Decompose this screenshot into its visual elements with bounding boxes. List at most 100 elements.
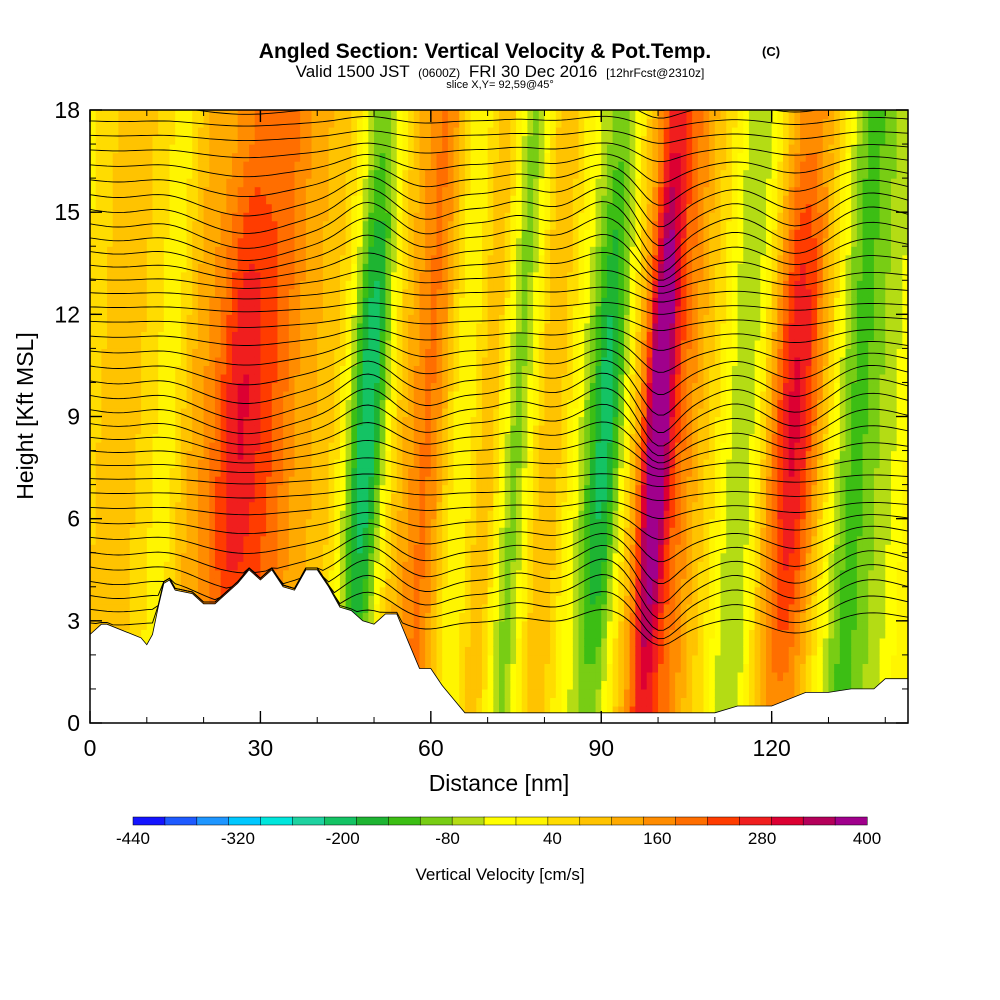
- velocity-cell: [396, 305, 404, 315]
- velocity-cell: [203, 561, 210, 571]
- velocity-cell: [447, 399, 455, 409]
- velocity-cell: [402, 195, 409, 205]
- velocity-cell: [356, 229, 364, 239]
- velocity-cell: [152, 501, 159, 511]
- velocity-cell: [436, 433, 443, 443]
- velocity-cell: [362, 552, 369, 562]
- velocity-cell: [220, 348, 227, 358]
- velocity-cell: [334, 527, 341, 537]
- velocity-cell: [288, 467, 296, 477]
- velocity-cell: [464, 348, 472, 358]
- velocity-cell: [135, 612, 142, 622]
- velocity-cell: [203, 297, 210, 307]
- velocity-cell: [379, 195, 386, 205]
- velocity-cell: [419, 220, 426, 230]
- velocity-cell: [192, 161, 199, 171]
- velocity-cell: [334, 271, 341, 281]
- velocity-cell: [112, 203, 119, 213]
- velocity-cell: [379, 314, 386, 324]
- velocity-cell: [368, 493, 375, 503]
- velocity-cell: [351, 263, 358, 273]
- velocity-cell: [175, 254, 182, 264]
- velocity-cell: [334, 152, 341, 162]
- velocity-cell: [334, 161, 341, 171]
- velocity-cell: [209, 433, 216, 443]
- velocity-cell: [112, 254, 119, 264]
- velocity-cell: [118, 127, 125, 137]
- velocity-cell: [453, 646, 460, 656]
- velocity-cell: [476, 127, 483, 137]
- velocity-cell: [266, 459, 273, 469]
- velocity-cell: [101, 425, 108, 435]
- velocity-cell: [362, 263, 369, 273]
- velocity-cell: [356, 356, 364, 367]
- velocity-cell: [124, 373, 131, 384]
- velocity-cell: [135, 305, 142, 315]
- velocity-cell: [220, 178, 227, 188]
- velocity-cell: [322, 152, 330, 162]
- velocity-cell: [192, 510, 199, 520]
- velocity-cell: [197, 416, 205, 426]
- velocity-cell: [277, 510, 284, 520]
- velocity-cell: [294, 356, 301, 367]
- velocity-cell: [425, 314, 432, 324]
- velocity-cell: [186, 152, 193, 162]
- velocity-cell: [95, 135, 102, 145]
- velocity-cell: [124, 110, 131, 120]
- velocity-cell: [214, 212, 222, 222]
- velocity-cell: [300, 331, 307, 341]
- velocity-cell: [453, 203, 460, 213]
- velocity-cell: [391, 246, 398, 256]
- velocity-cell: [436, 671, 443, 682]
- velocity-cell: [311, 467, 318, 477]
- velocity-cell: [163, 144, 171, 154]
- velocity-cell: [322, 442, 330, 452]
- velocity-cell: [470, 586, 477, 596]
- velocity-cell: [220, 450, 227, 460]
- velocity-cell: [436, 331, 443, 341]
- velocity-cell: [163, 450, 171, 460]
- velocity-cell: [425, 382, 432, 392]
- velocity-cell: [362, 254, 369, 264]
- velocity-cell: [163, 186, 171, 196]
- velocity-cell: [169, 186, 176, 196]
- velocity-cell: [220, 459, 227, 469]
- velocity-cell: [339, 476, 347, 486]
- velocity-cell: [118, 237, 125, 247]
- velocity-cell: [464, 425, 472, 435]
- velocity-cell: [385, 416, 392, 426]
- velocity-cell: [226, 161, 233, 171]
- velocity-cell: [135, 203, 142, 213]
- velocity-cell: [277, 450, 284, 460]
- velocity-cell: [408, 578, 415, 588]
- velocity-cell: [237, 416, 244, 426]
- velocity-cell: [413, 297, 421, 307]
- velocity-cell: [334, 348, 341, 358]
- velocity-cell: [374, 314, 381, 324]
- velocity-cell: [118, 595, 125, 605]
- velocity-cell: [288, 110, 296, 120]
- velocity-cell: [339, 212, 347, 222]
- velocity-cell: [328, 110, 335, 120]
- velocity-cell: [322, 271, 330, 281]
- velocity-cell: [402, 297, 409, 307]
- velocity-cell: [356, 263, 364, 273]
- velocity-cell: [146, 212, 154, 222]
- velocity-cell: [152, 578, 159, 588]
- velocity-cell: [425, 510, 432, 520]
- velocity-cell: [209, 501, 216, 511]
- velocity-cell: [391, 578, 398, 588]
- velocity-cell: [192, 382, 199, 392]
- velocity-cell: [169, 297, 176, 307]
- velocity-cell: [442, 442, 449, 452]
- velocity-cell: [249, 195, 256, 205]
- velocity-cell: [254, 399, 262, 409]
- velocity-cell: [447, 237, 455, 247]
- velocity-cell: [442, 637, 449, 647]
- velocity-cell: [146, 186, 154, 196]
- velocity-cell: [464, 161, 472, 171]
- velocity-cell: [163, 161, 171, 171]
- velocity-cell: [277, 220, 284, 230]
- velocity-cell: [288, 339, 296, 349]
- velocity-cell: [271, 535, 279, 545]
